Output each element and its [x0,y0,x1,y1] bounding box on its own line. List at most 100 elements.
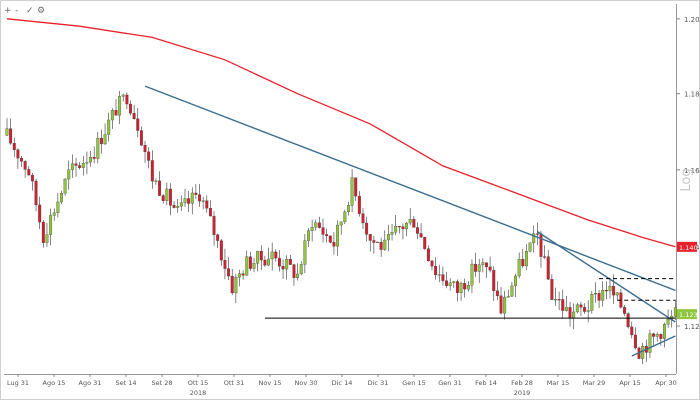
candle-body [85,161,89,164]
candle-body [125,94,129,105]
candle-body [434,265,438,276]
candle-body [187,198,191,204]
settings-icon[interactable]: ⚙ [37,6,46,16]
candle-body [401,226,405,230]
candle-body [245,256,249,276]
candle-body [227,268,231,277]
candle-body [277,257,281,267]
candle-body [583,307,587,312]
candle-body [586,310,590,312]
candle-body [154,180,158,182]
candle-body [485,262,488,268]
candle-body [492,270,496,292]
candle-body [263,259,267,266]
candle-body [601,290,605,301]
moving-average-line [6,18,676,248]
last-price-tag [677,309,697,320]
candle-body [161,195,165,201]
candle-body [612,285,616,296]
candle-body [285,259,289,270]
candle-body [5,128,9,136]
candle-body [539,233,543,257]
candle-body [34,180,38,206]
candle-body [179,202,183,207]
candle-body [354,177,358,197]
candle-body [426,248,430,261]
x-tick-label: Dic 14 [332,379,353,387]
candle-body [470,263,474,286]
candle-body [394,226,398,233]
candle-body [238,273,241,278]
candle-body [56,201,60,213]
x-tick-label: Mar 29 [583,379,606,387]
candle-body [190,192,194,204]
candle-body [256,250,260,264]
x-tick-label: Dic 31 [368,379,389,387]
x-tick-label: Nov 15 [258,379,281,387]
candle-body [481,262,485,265]
candle-body [633,334,637,349]
candle-body [99,137,103,145]
candle-body [16,149,20,159]
candle-body [521,259,525,267]
candle-body [506,296,510,298]
trendline [144,85,676,292]
candle-body [139,130,143,146]
candle-body [307,230,310,241]
candle-body [321,227,325,235]
candle-body [314,222,318,228]
candle-body [495,290,499,296]
candle-body [89,157,92,163]
candle-body [666,318,670,325]
candle-body [339,221,343,226]
candle-body [652,333,656,337]
candle-body [67,169,71,180]
last-price-label: 1.1401 [679,244,700,252]
candle-body [212,215,216,235]
candle-body [60,192,63,203]
zoom-in-icon[interactable]: + [4,6,12,16]
log-scale-watermark: Log [679,168,694,191]
x-tick-label: Set 14 [115,379,136,387]
candle-body [437,274,441,276]
candle-body [121,94,125,97]
candle-body [597,293,601,301]
candle-body [575,304,579,313]
candle-body [23,161,27,170]
candle-body [503,296,507,314]
candle-body [350,177,354,206]
candle-body [564,307,568,311]
x-tick-label: Lug 31 [7,379,29,387]
candle-body [158,180,162,196]
candle-body [194,192,198,195]
candle-body [416,227,419,234]
candle-body [445,280,448,286]
candle-body [267,258,270,266]
candle-body [70,163,74,171]
candle-body [524,251,528,267]
x-year-label: 2018 [190,389,207,397]
candle-body [281,266,285,270]
candle-body [368,234,372,241]
candle-body [532,233,536,244]
candle-body [397,226,401,228]
candle-body [626,313,630,328]
check-icon[interactable]: ✓ [26,6,34,16]
candle-body [568,307,572,319]
candle-body [528,242,532,252]
candle-body [27,169,31,176]
candle-body [41,221,45,243]
candle-body [63,178,67,194]
candle-body [346,205,350,213]
zoom-out-icon[interactable]: - [15,6,19,16]
candle-body [20,157,23,162]
candle-body [81,163,85,168]
candle-body [136,118,140,131]
candle-body [408,219,412,224]
candle-body [325,234,329,237]
x-tick-label: Mar 15 [547,379,570,387]
candle-body [118,96,122,116]
candle-body [430,260,434,267]
candle-body [376,241,379,244]
